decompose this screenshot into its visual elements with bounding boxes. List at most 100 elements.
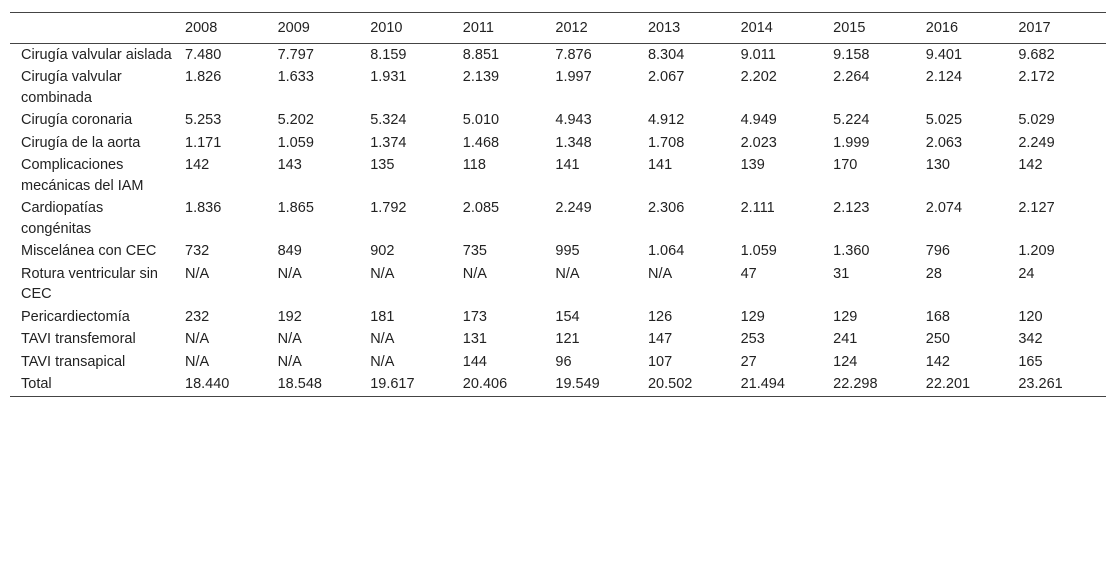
row-label: Cirugía de la aorta — [21, 134, 141, 151]
column-header: 2012 — [555, 20, 588, 36]
table-row: Cirugía de la aorta 1.171 1.059 1.374 1.468 1… — [10, 132, 1106, 155]
cell: 5.010 — [462, 112, 500, 128]
cell: 1.059 — [740, 243, 777, 259]
cell: 1.708 — [647, 134, 685, 151]
table-body: Cirugía valvular aislada 7.480 7.797 8.159 8… — [10, 43, 1106, 396]
cell: 902 — [370, 243, 395, 259]
cell: 27 — [740, 353, 757, 370]
row-label: Pericardiectomía — [21, 308, 130, 325]
table-row: Complicaciones mecánicas del IAM 142 143 13… — [10, 154, 1106, 197]
table-row: Total 18.440 18.548 19.617 20.406 19.549 20.50… — [10, 373, 1106, 396]
cell: 47 — [740, 265, 757, 282]
cell: 2.063 — [925, 134, 963, 151]
corner-cell — [10, 13, 180, 44]
cell: 2.067 — [647, 69, 685, 85]
cell: 170 — [833, 157, 858, 173]
cell: 22.298 — [833, 376, 878, 392]
cell: N/A — [277, 265, 302, 282]
cell: 9.682 — [1018, 46, 1055, 63]
cell: 192 — [277, 308, 302, 325]
cell: 732 — [185, 243, 210, 259]
cell: 2.306 — [647, 200, 685, 216]
cell: 735 — [462, 243, 487, 259]
row-label: Cirugía valvular combinada — [21, 69, 122, 106]
cell: N/A — [370, 353, 395, 370]
cell: N/A — [185, 353, 210, 370]
cell: 250 — [925, 331, 950, 347]
table-row: TAVI transfemoral N/A N/A N/A 131 121 147 253 24… — [10, 328, 1106, 351]
column-header: 2014 — [740, 20, 773, 36]
cell: 8.159 — [370, 46, 407, 63]
cell: 144 — [462, 353, 487, 370]
column-header: 2010 — [370, 20, 403, 36]
row-label: Cirugía valvular aislada — [21, 46, 172, 63]
cell: 1.865 — [277, 200, 314, 216]
cell: 1.997 — [555, 69, 592, 85]
cell: 135 — [370, 157, 395, 173]
row-label: Complicaciones mecánicas del IAM — [21, 157, 144, 194]
cell: 1.348 — [555, 134, 592, 151]
cell: 7.876 — [555, 46, 592, 63]
cell: 2.264 — [833, 69, 870, 85]
table-row: Cirugía valvular aislada 7.480 7.797 8.159 8… — [10, 43, 1106, 66]
cell: 96 — [555, 353, 572, 370]
cell: 4.943 — [555, 112, 592, 128]
row-label: Miscelánea con CEC — [21, 243, 157, 259]
cell: 2.139 — [462, 69, 500, 85]
cell: 8.304 — [647, 46, 685, 63]
cell: 181 — [370, 308, 395, 325]
cell: 141 — [647, 157, 673, 173]
cell: 2.111 — [740, 200, 775, 216]
cell: 24 — [1018, 265, 1035, 282]
cell: 241 — [833, 331, 858, 347]
cell: 1.360 — [833, 243, 870, 259]
cell: 1.209 — [1018, 243, 1055, 259]
cell: 19.549 — [555, 376, 600, 392]
cell: 118 — [462, 157, 486, 173]
cell: 4.949 — [740, 112, 777, 128]
cell: 129 — [740, 308, 765, 325]
cell: 1.999 — [833, 134, 870, 151]
column-header: 2008 — [185, 20, 218, 36]
row-label: TAVI transfemoral — [21, 331, 136, 347]
cell: 849 — [277, 243, 302, 259]
row-label: Total — [21, 376, 52, 392]
cell: N/A — [185, 331, 210, 347]
table-row: Cirugía valvular combinada 1.826 1.633 1.93… — [10, 66, 1106, 109]
cell: 4.912 — [647, 112, 685, 128]
cell: 1.059 — [277, 134, 314, 151]
cell: N/A — [647, 265, 673, 282]
cell: 2.249 — [1018, 134, 1055, 151]
cell: 23.261 — [1018, 376, 1063, 392]
cell: 142 — [185, 157, 210, 173]
cell: 173 — [462, 308, 487, 325]
cell: 2.124 — [925, 69, 963, 85]
cell: 22.201 — [925, 376, 971, 392]
cell: 131 — [462, 331, 487, 347]
table-row: Rotura ventricular sin CEC N/A N/A N/A N/A N/… — [10, 263, 1106, 306]
cell: 2.202 — [740, 69, 777, 85]
cell: 1.468 — [462, 134, 500, 151]
cell: N/A — [185, 265, 210, 282]
cell: 1.931 — [370, 69, 407, 85]
cell: 31 — [833, 265, 850, 282]
column-header: 2009 — [277, 20, 310, 36]
cell: 165 — [1018, 353, 1043, 370]
header-row: 2008 2009 2010 2011 2012 2013 2014 2015 2016 2017 — [10, 12, 1106, 44]
cell: 7.480 — [185, 46, 222, 63]
cell: N/A — [277, 331, 302, 347]
cell: 142 — [925, 353, 950, 370]
cell: 147 — [647, 331, 673, 347]
cell: 232 — [185, 308, 210, 325]
cell: 19.617 — [370, 376, 415, 392]
cell: 1.064 — [647, 243, 685, 259]
cell: 2.123 — [833, 200, 870, 216]
cell: 1.633 — [277, 69, 314, 85]
cell: N/A — [370, 331, 395, 347]
cell: 124 — [833, 353, 858, 370]
cell: 2.172 — [1018, 69, 1055, 85]
cell: 5.029 — [1018, 112, 1055, 128]
table-row: Cardiopatías congénitas 1.836 1.865 1.792 2.… — [10, 197, 1106, 240]
cell: 168 — [925, 308, 950, 325]
